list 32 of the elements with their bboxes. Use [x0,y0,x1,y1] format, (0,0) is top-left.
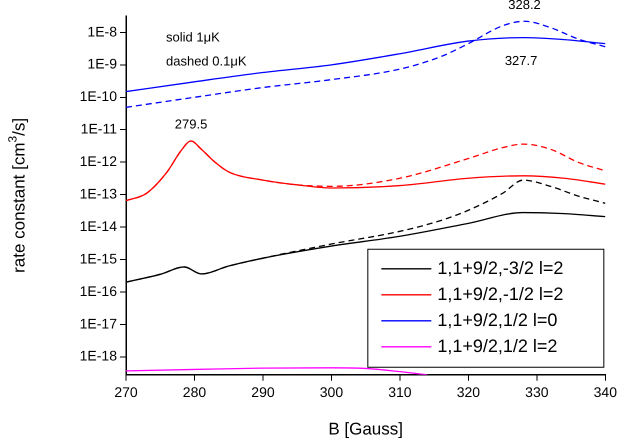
y-tick-label: 1E-12 [80,153,118,170]
annotation: 327.7 [504,53,538,68]
legend-label: 1,1+9/2,1/2 l=2 [437,336,558,356]
line-series [126,20,606,108]
y-tick-label: 1E-18 [80,348,118,364]
line-series [126,367,428,375]
y-tick-label: 1E-10 [80,88,118,104]
y-tick-label: 1E-15 [80,250,118,266]
y-tick-label: 1E-8 [87,23,118,40]
legend-label: 1,1+9/2,1/2 l=0 [437,310,558,330]
annotation: 328.2 [508,0,541,12]
x-tick-label: 270 [114,384,138,400]
x-tick-label: 320 [456,384,480,400]
y-tick-label: 1E-13 [80,185,118,202]
legend-label: 1,1+9/2,-1/2 l=2 [437,284,564,304]
x-tick-label: 290 [251,384,275,400]
y-axis-title: rate constant [cm3/s] [5,118,29,273]
x-tick-label: 300 [320,384,344,400]
legend-label: 1,1+9/2,-3/2 l=2 [437,258,564,278]
x-axis-title: B [Gauss] [328,419,403,438]
y-tick-label: 1E-17 [80,315,118,332]
annotation: dashed 0.1μK [166,54,247,69]
annotation: solid 1μK [166,30,220,45]
x-tick-label: 310 [388,384,412,400]
x-tick-label: 280 [182,384,206,400]
x-tick-label: 330 [525,384,549,400]
annotation: 279.5 [174,116,208,132]
x-tick-label: 340 [594,384,618,400]
y-tick-label: 1E-14 [80,218,118,234]
y-tick-label: 1E-16 [80,282,118,299]
y-tick-label: 1E-9 [87,56,118,72]
y-tick-label: 1E-11 [80,120,118,137]
